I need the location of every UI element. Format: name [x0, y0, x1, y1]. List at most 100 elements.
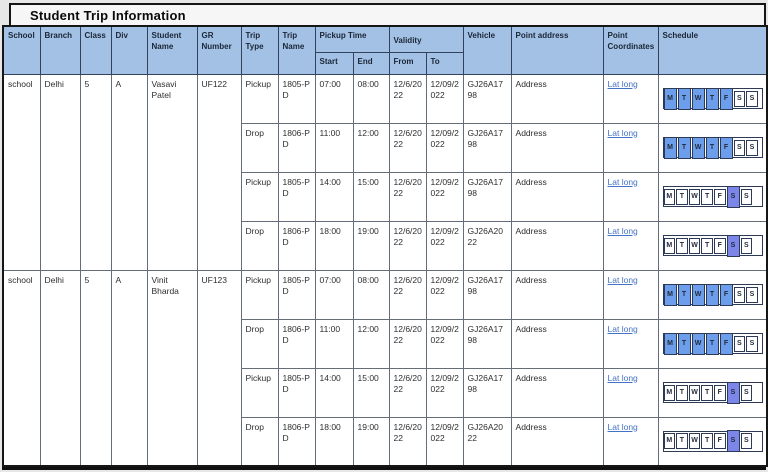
cell-vehicle: GJ26A1798 — [462, 367, 512, 418]
day-box-1[interactable]: T — [677, 283, 691, 306]
col-vehicle: Vehicle — [462, 25, 512, 75]
day-box-4[interactable]: F — [719, 136, 733, 159]
day-box-3[interactable]: T — [705, 136, 719, 159]
day-box-0[interactable]: M — [663, 237, 676, 254]
day-box-1[interactable]: T — [676, 384, 688, 401]
day-box-5[interactable]: S — [733, 286, 746, 303]
day-box-5[interactable]: S — [726, 234, 740, 257]
cell-trip-type: Drop — [240, 122, 279, 173]
day-box-3[interactable]: T — [705, 87, 719, 110]
day-box-2[interactable]: W — [691, 283, 705, 306]
day-box-3[interactable]: T — [705, 283, 719, 306]
cell-trip-type: Drop — [240, 220, 279, 271]
day-box-4[interactable]: F — [719, 87, 733, 110]
day-box-5[interactable]: S — [733, 335, 746, 352]
cell-branch: Delhi — [39, 73, 81, 271]
day-box-5[interactable]: S — [733, 139, 746, 156]
day-box-5[interactable]: S — [733, 90, 746, 107]
day-box-6[interactable]: S — [746, 335, 758, 352]
cell-end: 08:00 — [352, 269, 390, 320]
cell-vehicle: GJ26A1798 — [462, 269, 512, 320]
day-box-6[interactable]: S — [740, 384, 753, 401]
day-box-4[interactable]: F — [719, 283, 733, 306]
day-box-1[interactable]: T — [676, 237, 688, 254]
cell-div: A — [110, 73, 148, 271]
day-box-1[interactable]: T — [676, 433, 688, 450]
cell-class: 5 — [79, 73, 112, 271]
day-box-3[interactable]: T — [705, 332, 719, 355]
cell-trip-name: 1806-PD — [277, 318, 316, 369]
lat-long-link[interactable]: Lat long — [607, 421, 638, 432]
table-row: Drop 1806-PD 11:00 12:00 12/6/2022 12/09/2022… — [3, 318, 768, 369]
day-box-1[interactable]: T — [676, 188, 688, 205]
day-box-5[interactable]: S — [726, 185, 740, 208]
day-box-3[interactable]: T — [701, 384, 713, 401]
day-box-0[interactable]: M — [663, 136, 677, 159]
day-box-6[interactable]: S — [746, 286, 758, 303]
day-box-2[interactable]: W — [691, 87, 705, 110]
cell-end: 12:00 — [352, 318, 390, 369]
cell-point-coordinates: Lat long — [602, 171, 659, 222]
day-box-3[interactable]: T — [701, 237, 713, 254]
day-box-1[interactable]: T — [677, 136, 691, 159]
day-box-0[interactable]: M — [663, 384, 676, 401]
col-start: Start — [314, 51, 354, 75]
day-box-6[interactable]: S — [740, 433, 753, 450]
table-row: Pickup 1805-PD 14:00 15:00 12/6/2022 12/09/20… — [3, 367, 768, 418]
day-box-0[interactable]: M — [663, 87, 677, 110]
day-box-4[interactable]: F — [713, 384, 726, 401]
day-box-4[interactable]: F — [719, 332, 733, 355]
cell-trip-type: Pickup — [240, 367, 279, 418]
lat-long-link[interactable]: Lat long — [607, 225, 638, 236]
table-row: Drop 1806-PD 11:00 12:00 12/6/2022 12/09/2022… — [3, 122, 768, 173]
day-box-6[interactable]: S — [746, 90, 758, 107]
day-box-2[interactable]: W — [688, 384, 701, 401]
cell-point-address: Address — [510, 318, 604, 369]
day-box-5[interactable]: S — [726, 381, 740, 404]
day-box-0[interactable]: M — [663, 188, 676, 205]
day-box-0[interactable]: M — [663, 283, 677, 306]
lat-long-link[interactable]: Lat long — [607, 372, 638, 383]
day-box-2[interactable]: W — [688, 237, 701, 254]
day-box-3[interactable]: T — [701, 188, 713, 205]
day-box-1[interactable]: T — [677, 87, 691, 110]
cell-start: 07:00 — [314, 269, 354, 320]
day-box-0[interactable]: M — [663, 433, 676, 450]
cell-student-name: Vinit Bharda — [146, 269, 198, 467]
day-box-4[interactable]: F — [713, 237, 726, 254]
day-box-1[interactable]: T — [677, 332, 691, 355]
cell-point-address: Address — [510, 122, 604, 173]
day-box-0[interactable]: M — [663, 332, 677, 355]
report-canvas: Student Trip Information School Branch C… — [2, 3, 768, 470]
day-box-2[interactable]: W — [688, 433, 701, 450]
col-point-address: Point address — [510, 25, 604, 75]
day-box-6[interactable]: S — [746, 139, 758, 156]
lat-long-link[interactable]: Lat long — [607, 127, 638, 138]
day-box-3[interactable]: T — [701, 433, 713, 450]
cell-from: 12/6/2022 — [388, 171, 427, 222]
cell-to: 12/09/2022 — [425, 73, 464, 124]
lat-long-link[interactable]: Lat long — [607, 323, 638, 334]
lat-long-link[interactable]: Lat long — [607, 274, 638, 285]
day-box-5[interactable]: S — [726, 430, 740, 453]
cell-point-coordinates: Lat long — [602, 416, 659, 467]
table-row: Drop 1806-PD 18:00 19:00 12/6/2022 12/09/2022… — [3, 220, 768, 271]
cell-trip-type: Pickup — [240, 171, 279, 222]
cell-start: 18:00 — [314, 220, 354, 271]
lat-long-link[interactable]: Lat long — [607, 78, 638, 89]
day-box-6[interactable]: S — [740, 237, 753, 254]
table-row: school Delhi 5 A Vinit Bharda UF123 Pickup 1805… — [2, 269, 768, 467]
day-box-2[interactable]: W — [691, 332, 705, 355]
day-box-2[interactable]: W — [691, 136, 705, 159]
day-box-6[interactable]: S — [740, 188, 753, 205]
day-box-4[interactable]: F — [713, 188, 726, 205]
day-box-4[interactable]: F — [713, 433, 726, 450]
lat-long-link[interactable]: Lat long — [607, 176, 638, 187]
day-box-2[interactable]: W — [688, 188, 701, 205]
cell-trip-name: 1805-PD — [277, 171, 316, 222]
cell-end: 15:00 — [352, 171, 390, 222]
